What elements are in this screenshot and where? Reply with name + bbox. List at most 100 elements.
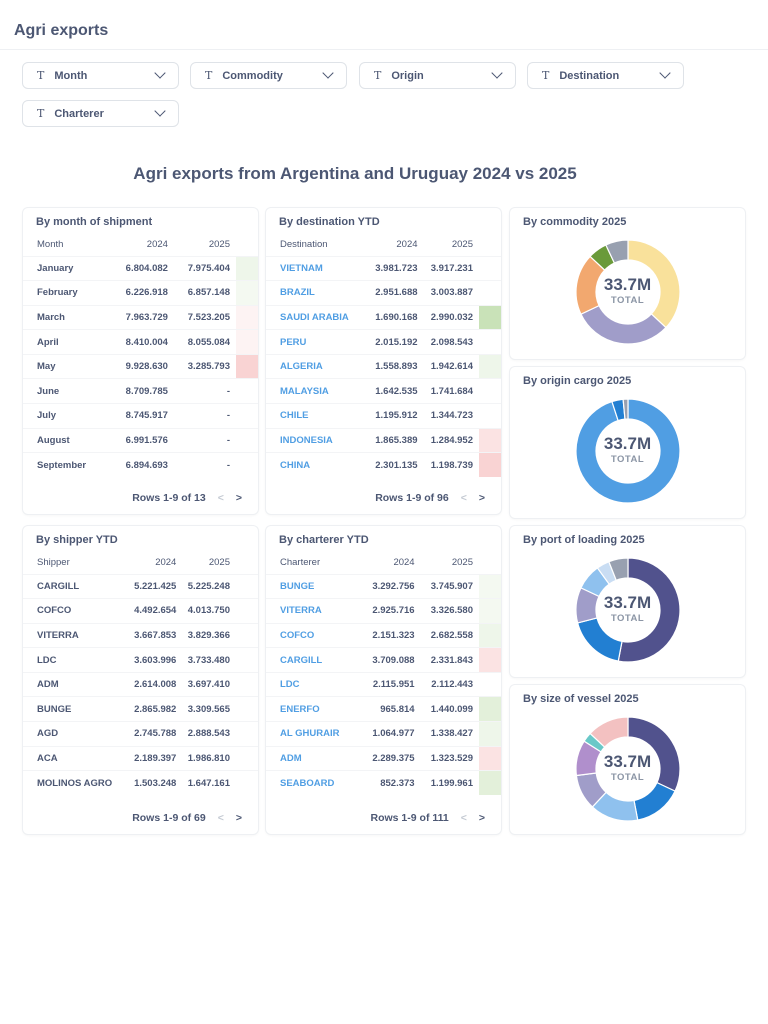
total-label: TOTAL	[610, 295, 645, 306]
table-row: ADM 2.614.008 3.697.410	[23, 671, 258, 697]
column-header[interactable]: 2025	[208, 557, 230, 569]
row-label[interactable]: ADM	[266, 745, 363, 771]
row-label[interactable]: ENERFO	[266, 696, 363, 722]
row-label[interactable]: SAUDI ARABIA	[266, 304, 369, 330]
cell-value: 1.642.535	[368, 378, 424, 404]
chevron-left-icon[interactable]: <	[460, 492, 467, 504]
table-row: VITERRA 3.667.853 3.829.366	[23, 622, 258, 648]
cell-value: 8.709.785	[111, 378, 174, 404]
change-indicator	[479, 770, 501, 796]
table-row: SEABOARD 852.373 1.199.961	[266, 770, 501, 796]
card-title: By size of vessel 2025	[523, 693, 639, 705]
change-indicator	[479, 280, 501, 306]
pagination: Rows 1-9 of 13 < >	[132, 492, 242, 504]
donut-slice[interactable]	[589, 716, 629, 748]
row-label: LDC	[23, 647, 129, 673]
cell-value: 2.745.788	[128, 721, 183, 747]
row-label[interactable]: INDONESIA	[266, 427, 369, 453]
cell-value: 2.331.843	[420, 647, 479, 673]
chevron-right-icon[interactable]: >	[235, 492, 242, 504]
column-header[interactable]: 2024	[396, 239, 418, 251]
filter-destination[interactable]: T Destination	[527, 62, 684, 89]
cell-value: 3.292.756	[362, 573, 421, 599]
row-label[interactable]: BRAZIL	[266, 280, 369, 306]
table-row: COFCO 2.151.323 2.682.558	[266, 622, 501, 648]
row-label: June	[23, 378, 112, 404]
row-label[interactable]: VIETNAM	[266, 255, 369, 281]
column-header[interactable]: 2025	[208, 239, 230, 251]
filter-charterer[interactable]: T Charterer	[22, 100, 179, 127]
cell-value: 1.323.529	[420, 745, 479, 771]
filter-commodity[interactable]: T Commodity	[190, 62, 347, 89]
change-indicator	[479, 452, 501, 478]
cell-value: 2.115.951	[362, 671, 421, 697]
donut-slice[interactable]	[622, 398, 629, 420]
row-label[interactable]: AL GHURAIR	[266, 721, 363, 747]
table-row: MOLINOS AGRO 1.503.248 1.647.161	[23, 770, 258, 796]
donut-slice[interactable]	[605, 239, 629, 264]
donut-chart	[575, 398, 681, 504]
donut-slice[interactable]	[617, 557, 681, 663]
cell-value: -	[173, 403, 236, 429]
row-label[interactable]: SEABOARD	[266, 770, 363, 796]
column-header[interactable]: Charterer	[280, 557, 321, 569]
row-label[interactable]: LDC	[266, 671, 363, 697]
text-type-icon: T	[542, 69, 550, 82]
column-header[interactable]: 2025	[451, 239, 473, 251]
column-header[interactable]: 2025	[451, 557, 473, 569]
table-row: VIETNAM 3.981.723 3.917.231	[266, 255, 501, 281]
text-type-icon: T	[205, 69, 213, 82]
row-label: MOLINOS AGRO	[23, 770, 129, 796]
row-label[interactable]: CHILE	[266, 403, 369, 429]
card-by-commodity: By commodity 2025 33.7M TOTAL	[509, 207, 746, 360]
column-header[interactable]: Shipper	[37, 557, 70, 569]
filter-label: Charterer	[54, 107, 104, 120]
month-table: Month 2024 2025 January 6.804.082 7.975.404 Fe…	[23, 234, 258, 478]
cell-value: 5.221.425	[128, 573, 183, 599]
donut-slice[interactable]	[627, 239, 681, 329]
destination-table: Destination 2024 2025 VIETNAM 3.981.723 3.917…	[266, 234, 501, 478]
rows-count: Rows 1-9 of 96	[375, 492, 449, 504]
donut-slice[interactable]	[575, 398, 681, 504]
row-label[interactable]: MALAYSIA	[266, 378, 369, 404]
change-indicator	[479, 696, 501, 722]
row-label[interactable]: COFCO	[266, 622, 363, 648]
column-header[interactable]: 2024	[155, 557, 177, 569]
row-label: May	[23, 353, 112, 379]
chevron-right-icon[interactable]: >	[478, 492, 485, 504]
table-row: January 6.804.082 7.975.404	[23, 255, 258, 281]
row-label[interactable]: ALGERIA	[266, 353, 369, 379]
column-header[interactable]: Month	[37, 239, 64, 251]
chevron-down-icon	[154, 67, 166, 79]
filter-month[interactable]: T Month	[22, 62, 179, 89]
cell-value: 2.015.192	[368, 329, 424, 355]
donut-slice[interactable]	[633, 781, 676, 821]
card-by-month: By month of shipment Month 2024 2025 January…	[22, 207, 259, 515]
donut-slice[interactable]	[608, 557, 629, 582]
filter-origin[interactable]: T Origin	[359, 62, 516, 89]
row-label[interactable]: PERU	[266, 329, 369, 355]
chevron-left-icon[interactable]: <	[460, 812, 467, 824]
chevron-right-icon[interactable]: >	[478, 812, 485, 824]
table-row: ALGERIA 1.558.893 1.942.614	[266, 353, 501, 379]
row-label[interactable]: CHINA	[266, 452, 369, 478]
change-indicator	[236, 304, 258, 330]
chevron-left-icon[interactable]: <	[217, 492, 224, 504]
change-indicator	[236, 770, 258, 796]
column-header[interactable]: 2024	[393, 557, 415, 569]
cell-value: 3.603.996	[128, 647, 183, 673]
total-label: TOTAL	[610, 613, 645, 624]
row-label[interactable]: VITERRA	[266, 598, 363, 624]
chevron-down-icon	[322, 67, 334, 79]
filter-label: Origin	[391, 69, 424, 82]
cell-value: 1.338.427	[420, 721, 479, 747]
row-label[interactable]: CARGILL	[266, 647, 363, 673]
row-label[interactable]: BUNGE	[266, 573, 363, 599]
cell-value: 1.198.739	[423, 452, 479, 478]
donut-slice[interactable]	[576, 617, 623, 662]
chevron-right-icon[interactable]: >	[235, 812, 242, 824]
column-header[interactable]: Destination	[280, 239, 328, 251]
cell-value: 8.745.917	[111, 403, 174, 429]
chevron-left-icon[interactable]: <	[217, 812, 224, 824]
column-header[interactable]: 2024	[146, 239, 168, 251]
